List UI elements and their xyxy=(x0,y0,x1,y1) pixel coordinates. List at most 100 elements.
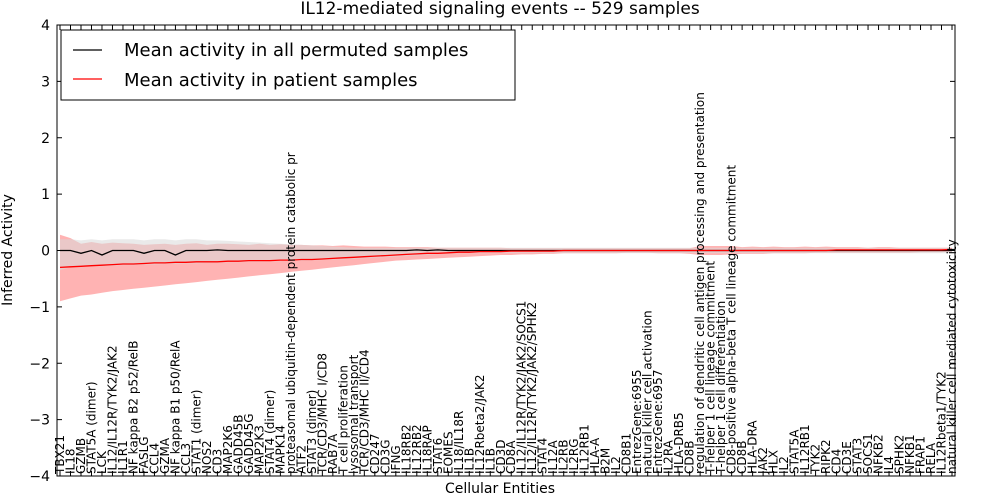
entity-label: SOCS1 xyxy=(861,433,875,474)
entity-label: STAT3 (dimer) xyxy=(305,390,319,474)
entity-label: CCL4 xyxy=(147,443,161,474)
entity-label: IL2 xyxy=(777,456,791,474)
entity-label: IL12RB1 xyxy=(798,424,812,474)
entity-label: CCL3 xyxy=(179,443,193,474)
entity-label: CD4 xyxy=(830,449,844,474)
entity-label: STAT5A xyxy=(788,429,802,474)
entity-label: STAT4 (dimer) xyxy=(263,390,277,474)
y-tick-label: 4 xyxy=(41,18,50,34)
entity-label: IL18/IL18R xyxy=(452,411,466,474)
legend-box xyxy=(60,29,516,101)
entity-label: natural killer cell mediated cytotoxicit… xyxy=(945,239,959,474)
entity-label: RELA xyxy=(924,442,938,474)
entity-label: IL4 xyxy=(882,456,896,474)
entity-label: B2M xyxy=(599,448,613,474)
entity-label: TCR/CD3/MHC II/CD4 xyxy=(357,349,371,475)
entity-label: IL12Rbeta1/TYK2 xyxy=(935,371,949,474)
y-tick-label: −1 xyxy=(29,300,50,316)
y-tick-label: 3 xyxy=(41,74,50,90)
y-tick-label: 2 xyxy=(41,131,50,147)
permuted-spread-band xyxy=(60,239,952,271)
entity-label: HLX xyxy=(767,450,781,474)
confidence-bands xyxy=(60,234,952,302)
entity-label: CD8B1 xyxy=(620,433,634,474)
entity-label: proteasomal ubiquitin-dependent protein … xyxy=(284,152,298,474)
entity-label: GZMA xyxy=(158,437,172,474)
entity-label: JAK2 xyxy=(756,447,770,475)
entity-label: NF kappa B1 p50/RelA xyxy=(168,340,182,474)
entity-label: FASLG xyxy=(137,436,151,474)
entity-label: IL12A xyxy=(546,439,560,473)
legend-label-patient: Mean activity in patient samples xyxy=(124,70,418,91)
y-tick-label: −4 xyxy=(29,469,50,485)
entity-label: TBX21 xyxy=(53,435,67,475)
entity-label: STAT6 xyxy=(431,438,445,474)
entity-label: CD3E xyxy=(840,441,854,474)
entity-label: MAP2K3 xyxy=(252,425,266,474)
entity-label: NOS2 xyxy=(200,440,214,474)
x-axis-title: Cellular Entities xyxy=(445,481,555,497)
entity-label: STAT1 (dimer) xyxy=(189,390,203,474)
entity-label: natural killer cell activation xyxy=(641,310,655,474)
y-axis: 4 3 2 1 0 −1 −2 −3 −4 xyxy=(29,18,955,485)
patient-mean-line xyxy=(59,248,953,269)
entity-label: TCR/CD3/MHC I/CD8 xyxy=(315,353,329,475)
entity-label: HLA-DRA xyxy=(746,420,760,474)
entity-label: NF kappa B2 p52/RelB xyxy=(127,340,141,474)
entity-label: IL2RG xyxy=(567,438,581,474)
entity-label: STAT5A (dimer) xyxy=(85,381,99,474)
entity-label: NFKB2 xyxy=(872,434,886,474)
entity-label: HLA-DRB5 xyxy=(672,412,686,474)
entity-label: T-helper 1 cell lineage commitment xyxy=(704,261,718,475)
y-tick-label: −2 xyxy=(29,356,50,372)
entity-label: RIPK2 xyxy=(819,439,833,474)
entity-label: IL18RB2 xyxy=(399,424,413,474)
entity-label: LCK xyxy=(95,450,109,474)
entity-label: GADD45G xyxy=(242,413,256,474)
y-tick-label: 1 xyxy=(41,187,50,203)
entity-label: CD247 xyxy=(368,433,382,474)
entity-label: IL2RB xyxy=(557,440,571,474)
entity-label: T cell proliferation xyxy=(336,365,350,475)
entity-label: IL12RB1 xyxy=(578,424,592,474)
entity-label: IL12/IL12R/TYK2/JAK2/SOCS1 xyxy=(515,301,529,474)
entity-label: CD3G xyxy=(378,439,392,474)
entity-label: EntrezGene:6957 xyxy=(651,370,665,475)
entity-label: CD3 xyxy=(210,449,224,474)
entity-label: RAB7A xyxy=(326,433,340,474)
entity-label: SPHK2 xyxy=(893,435,907,474)
entity-label: IL12/IL12R/TYK2/JAK2 xyxy=(106,345,120,474)
entity-label: CD8B xyxy=(683,440,697,474)
entity-label: GZMB xyxy=(74,438,88,474)
entity-label: NFKB1 xyxy=(903,434,917,474)
entity-label: GADD45B xyxy=(231,415,245,475)
entity-label: STAT3 xyxy=(851,438,865,474)
entity-label: IL12RB2 xyxy=(410,424,424,474)
entity-label: HLA-A xyxy=(588,437,602,474)
chart-title: IL12-mediated signaling events -- 529 sa… xyxy=(300,0,700,19)
entity-label: lysosomal transport xyxy=(347,354,361,474)
legend-label-permuted: Mean activity in all permuted samples xyxy=(124,40,468,61)
y-axis-title: Inferred Activity xyxy=(0,194,16,306)
y-tick-label: 0 xyxy=(41,244,50,260)
y-tick-label: −3 xyxy=(29,413,50,429)
entity-label: CD8A xyxy=(504,440,518,474)
entity-label: TYK2 xyxy=(809,444,823,475)
legend: Mean activity in all permuted samples Me… xyxy=(60,29,516,101)
entity-label: MAP2K6 xyxy=(221,425,235,474)
entity-label: IL18 xyxy=(64,449,78,475)
entity-label: T-helper 1 cell differentiation xyxy=(714,301,728,475)
entity-label: IL12Rbeta2/JAK2 xyxy=(473,374,487,474)
entity-label: IL1R1 xyxy=(116,440,130,474)
entity-label: IL1B xyxy=(483,448,497,474)
entity-label: IL2RA xyxy=(662,439,676,474)
entity-label: CD8-positive alpha-beta T cell lineage c… xyxy=(725,165,739,474)
entity-label: ATF2 xyxy=(294,445,308,474)
entity-label: CD8B xyxy=(735,440,749,474)
entity-label: IL18RAP xyxy=(420,425,434,474)
entity-label: CD3D xyxy=(494,440,508,475)
entity-label: IL1B xyxy=(462,448,476,474)
entity-label: IL2 xyxy=(609,456,623,474)
